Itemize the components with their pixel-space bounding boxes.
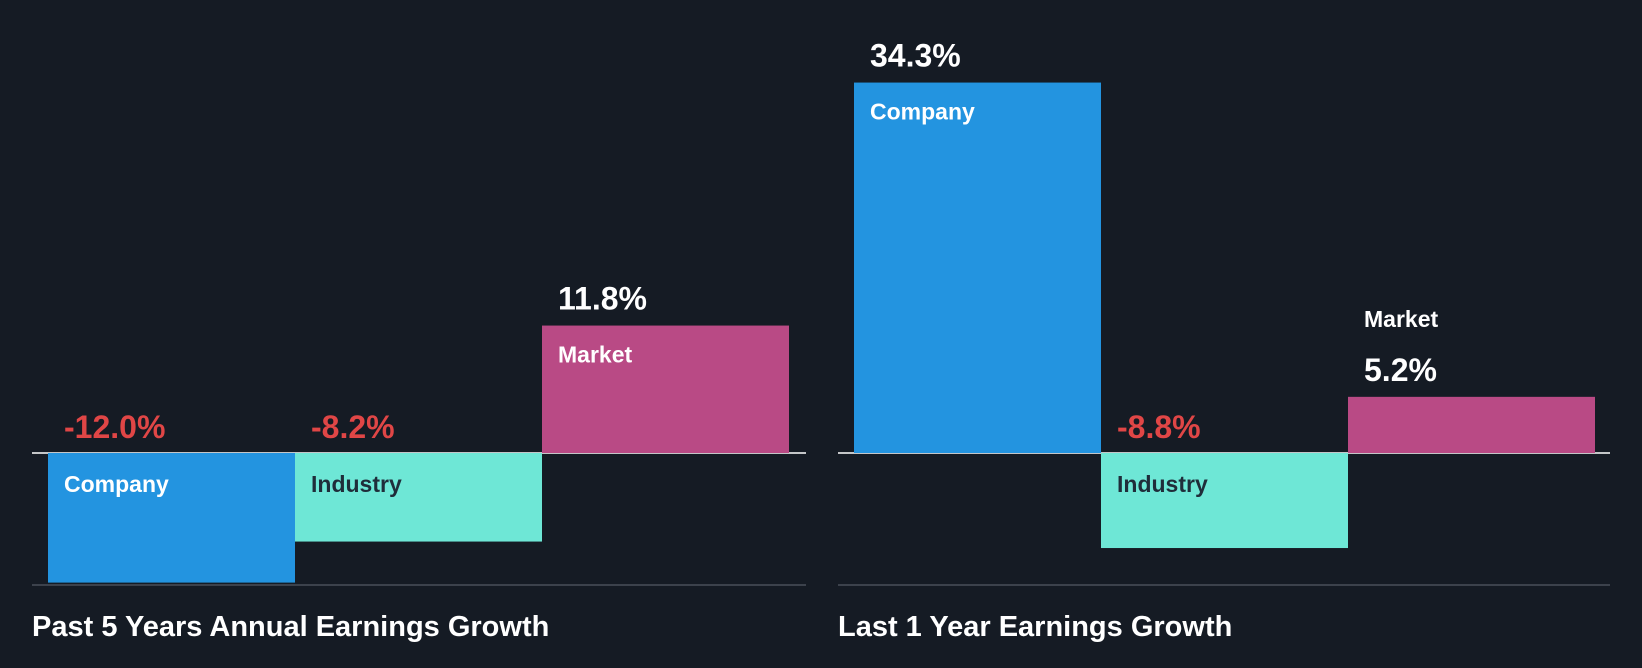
chart-title: Last 1 Year Earnings Growth: [838, 611, 1232, 643]
industry-value-label: -8.2%: [311, 409, 395, 445]
market-value-label: 11.8%: [558, 281, 647, 317]
company-value-label: 34.3%: [870, 38, 961, 74]
market-bar: [1348, 396, 1595, 453]
industry-bar: [295, 453, 542, 542]
market-category-label: Market: [1364, 306, 1438, 332]
market-category-label: Market: [558, 342, 632, 368]
industry-category-label: Industry: [311, 471, 402, 497]
market-value-label: 5.2%: [1364, 352, 1437, 388]
company-bar: [48, 453, 295, 583]
industry-value-label: -8.8%: [1117, 409, 1201, 445]
chart-title: Past 5 Years Annual Earnings Growth: [32, 611, 549, 643]
chart-last-1-year: 34.3% Company -8.8% Industry 5.2% Market Last…: [838, 38, 1610, 643]
company-category-label: Company: [64, 471, 169, 497]
company-value-label: -12.0%: [64, 409, 165, 445]
company-category-label: Company: [870, 99, 975, 125]
company-bar: [854, 82, 1101, 453]
market-bar: [542, 325, 789, 453]
industry-bar: [1101, 453, 1348, 549]
chart-past-5-years: -12.0% Company -8.2% Industry 11.8% Market Pa…: [32, 281, 806, 643]
industry-category-label: Industry: [1117, 471, 1208, 497]
